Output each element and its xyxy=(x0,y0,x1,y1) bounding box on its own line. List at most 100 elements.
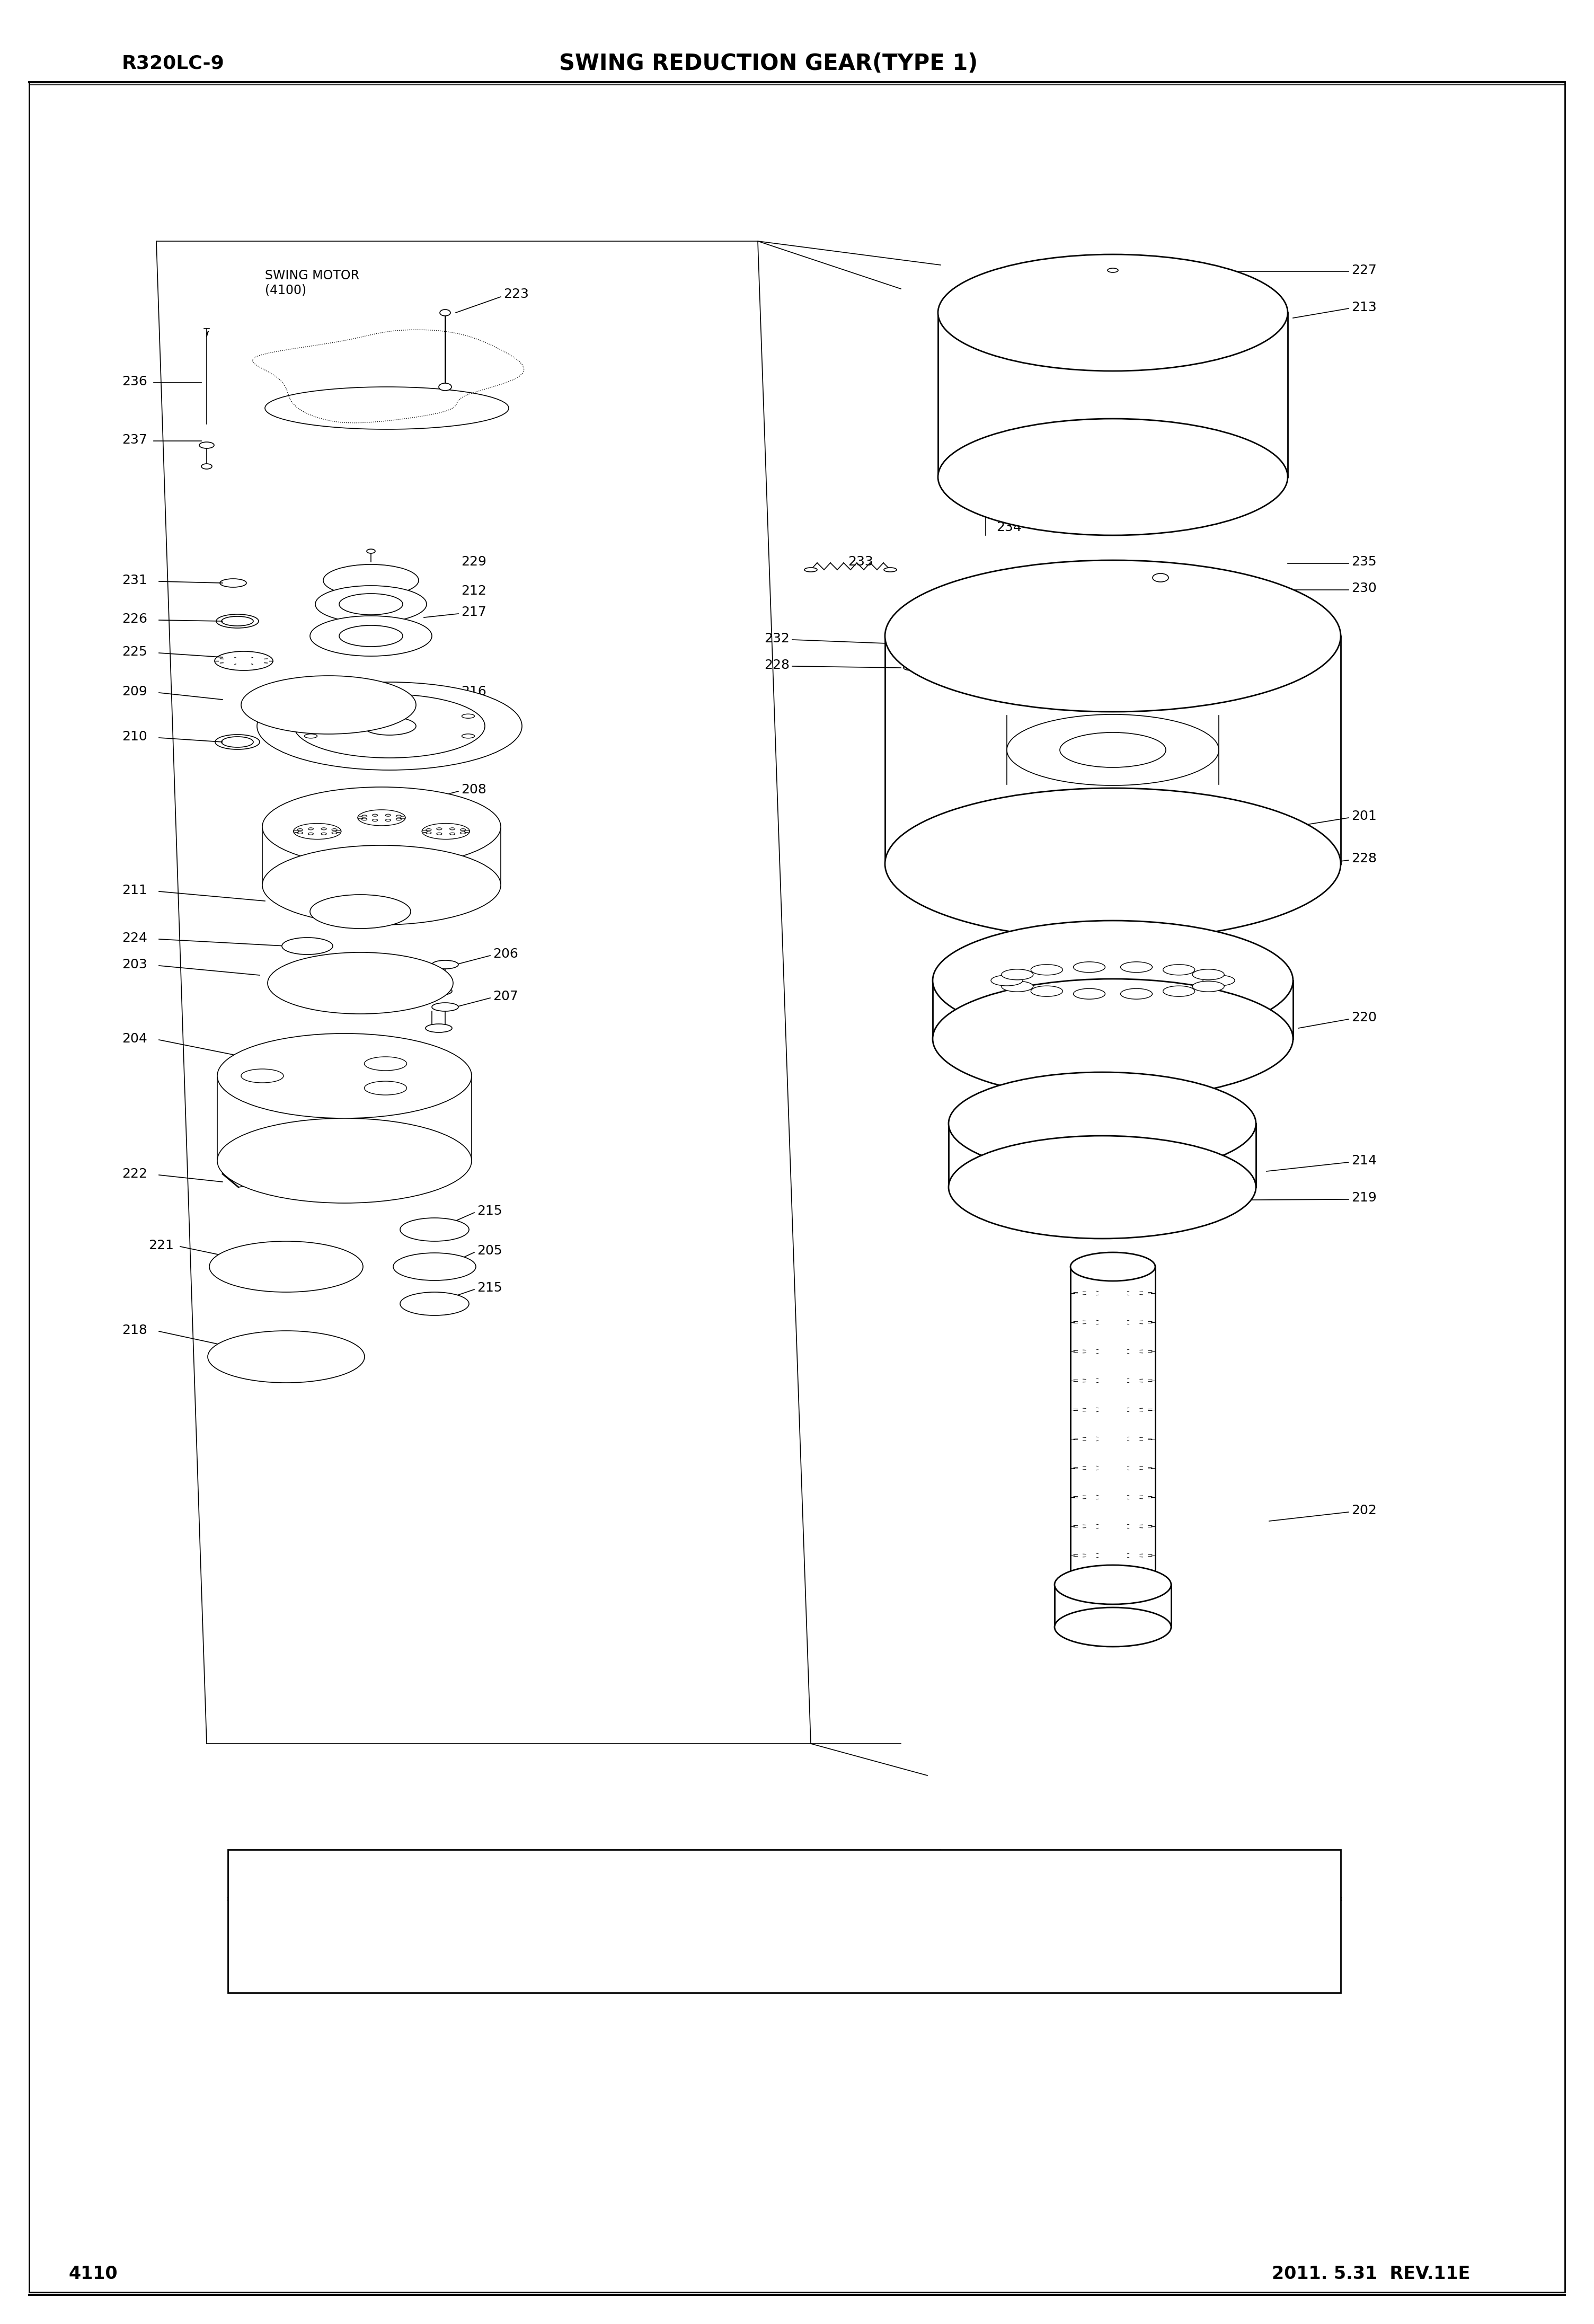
Text: 231: 231 xyxy=(121,574,147,586)
Ellipse shape xyxy=(309,895,411,930)
Ellipse shape xyxy=(367,548,375,553)
Ellipse shape xyxy=(1192,981,1224,992)
Ellipse shape xyxy=(400,1218,469,1241)
Ellipse shape xyxy=(309,616,432,655)
Text: 215: 215 xyxy=(477,1281,502,1294)
Ellipse shape xyxy=(426,988,453,995)
Text: 202: 202 xyxy=(1352,1504,1377,1518)
Text: 204: 204 xyxy=(121,1032,147,1046)
Text: 211: 211 xyxy=(121,883,147,897)
Text: 207: 207 xyxy=(493,990,518,1002)
Text: 232: 232 xyxy=(764,632,789,646)
Text: 212: 212 xyxy=(461,586,486,597)
Text: 203: 203 xyxy=(121,957,147,971)
Text: 221: 221 xyxy=(148,1239,174,1253)
Ellipse shape xyxy=(1055,1564,1172,1604)
Ellipse shape xyxy=(340,593,403,616)
Ellipse shape xyxy=(932,920,1293,1041)
Ellipse shape xyxy=(438,383,451,390)
Text: 218: 218 xyxy=(121,1325,147,1336)
Ellipse shape xyxy=(217,1034,472,1118)
Text: Parts no: Parts no xyxy=(764,1866,816,1880)
Ellipse shape xyxy=(263,846,501,925)
Text: 4110: 4110 xyxy=(69,2266,118,2282)
Ellipse shape xyxy=(1031,964,1063,976)
Ellipse shape xyxy=(357,809,405,825)
Ellipse shape xyxy=(282,937,333,955)
Text: 208: 208 xyxy=(461,783,486,797)
Ellipse shape xyxy=(885,788,1341,939)
Ellipse shape xyxy=(885,567,896,572)
Text: 229: 229 xyxy=(461,555,486,567)
Ellipse shape xyxy=(394,1253,477,1281)
Bar xyxy=(228,1850,1341,1992)
Ellipse shape xyxy=(207,1332,365,1383)
Text: 233: 233 xyxy=(848,555,874,567)
Ellipse shape xyxy=(1164,964,1196,976)
Ellipse shape xyxy=(268,953,453,1013)
Text: 201: 201 xyxy=(1352,809,1377,823)
Text: 215: 215 xyxy=(477,1204,502,1218)
Ellipse shape xyxy=(263,788,501,867)
Text: 205: 205 xyxy=(477,1243,502,1257)
Ellipse shape xyxy=(241,1069,284,1083)
Ellipse shape xyxy=(257,683,521,769)
Text: 228: 228 xyxy=(764,658,789,672)
Text: 223: 223 xyxy=(504,288,529,300)
Ellipse shape xyxy=(1055,1608,1172,1648)
Text: 227: 227 xyxy=(1352,265,1377,277)
Text: 2011. 5.31  REV.11E: 2011. 5.31 REV.11E xyxy=(1272,2266,1470,2282)
Ellipse shape xyxy=(209,1241,363,1292)
Text: 213: 213 xyxy=(1352,302,1377,314)
Ellipse shape xyxy=(217,1118,472,1204)
Ellipse shape xyxy=(1001,969,1033,981)
Ellipse shape xyxy=(1073,988,1105,999)
Ellipse shape xyxy=(1073,962,1105,971)
Ellipse shape xyxy=(293,823,341,839)
Ellipse shape xyxy=(1071,1253,1156,1281)
Ellipse shape xyxy=(201,465,212,469)
Ellipse shape xyxy=(1121,988,1152,999)
Text: 214: 214 xyxy=(1352,1155,1377,1167)
Ellipse shape xyxy=(316,586,427,623)
Ellipse shape xyxy=(241,676,416,734)
Ellipse shape xyxy=(982,509,990,514)
Text: 224: 224 xyxy=(121,932,147,944)
Ellipse shape xyxy=(805,567,818,572)
Ellipse shape xyxy=(948,1136,1256,1239)
Text: (4100): (4100) xyxy=(265,284,306,297)
Text: 237: 237 xyxy=(121,435,147,446)
Text: 230: 230 xyxy=(1352,581,1377,595)
Text: XKAH-01424: XKAH-01424 xyxy=(748,1927,832,1938)
Text: 222: 222 xyxy=(121,1167,147,1181)
Ellipse shape xyxy=(340,625,403,646)
Ellipse shape xyxy=(937,253,1288,372)
Ellipse shape xyxy=(1001,981,1033,992)
Ellipse shape xyxy=(422,823,470,839)
Ellipse shape xyxy=(1152,574,1168,581)
Text: 219: 219 xyxy=(1352,1192,1377,1204)
Ellipse shape xyxy=(365,1081,406,1095)
Text: Included item: Included item xyxy=(1095,1866,1186,1880)
Text: 216: 216 xyxy=(461,686,486,697)
Text: 209: 209 xyxy=(121,686,147,697)
Ellipse shape xyxy=(324,565,419,597)
Text: 225: 225 xyxy=(121,646,147,658)
Ellipse shape xyxy=(1108,267,1117,272)
Ellipse shape xyxy=(1148,1178,1157,1181)
Ellipse shape xyxy=(1031,985,1063,997)
Text: 217: 217 xyxy=(461,607,486,618)
Ellipse shape xyxy=(1164,985,1196,997)
Text: SWING REDUCTION GEAR(TYPE 1): SWING REDUCTION GEAR(TYPE 1) xyxy=(559,53,977,74)
Ellipse shape xyxy=(365,1057,406,1071)
Text: 210: 210 xyxy=(121,730,147,744)
Ellipse shape xyxy=(432,1002,459,1011)
Ellipse shape xyxy=(1203,976,1235,985)
Text: Swing reduction gear seal kit: Swing reduction gear seal kit xyxy=(336,1927,531,1938)
Ellipse shape xyxy=(948,1071,1256,1176)
Ellipse shape xyxy=(991,976,1023,985)
Ellipse shape xyxy=(432,960,459,969)
Text: R320LC-9: R320LC-9 xyxy=(121,53,225,72)
Text: 235: 235 xyxy=(1352,555,1377,567)
Text: 220: 220 xyxy=(1352,1011,1377,1025)
